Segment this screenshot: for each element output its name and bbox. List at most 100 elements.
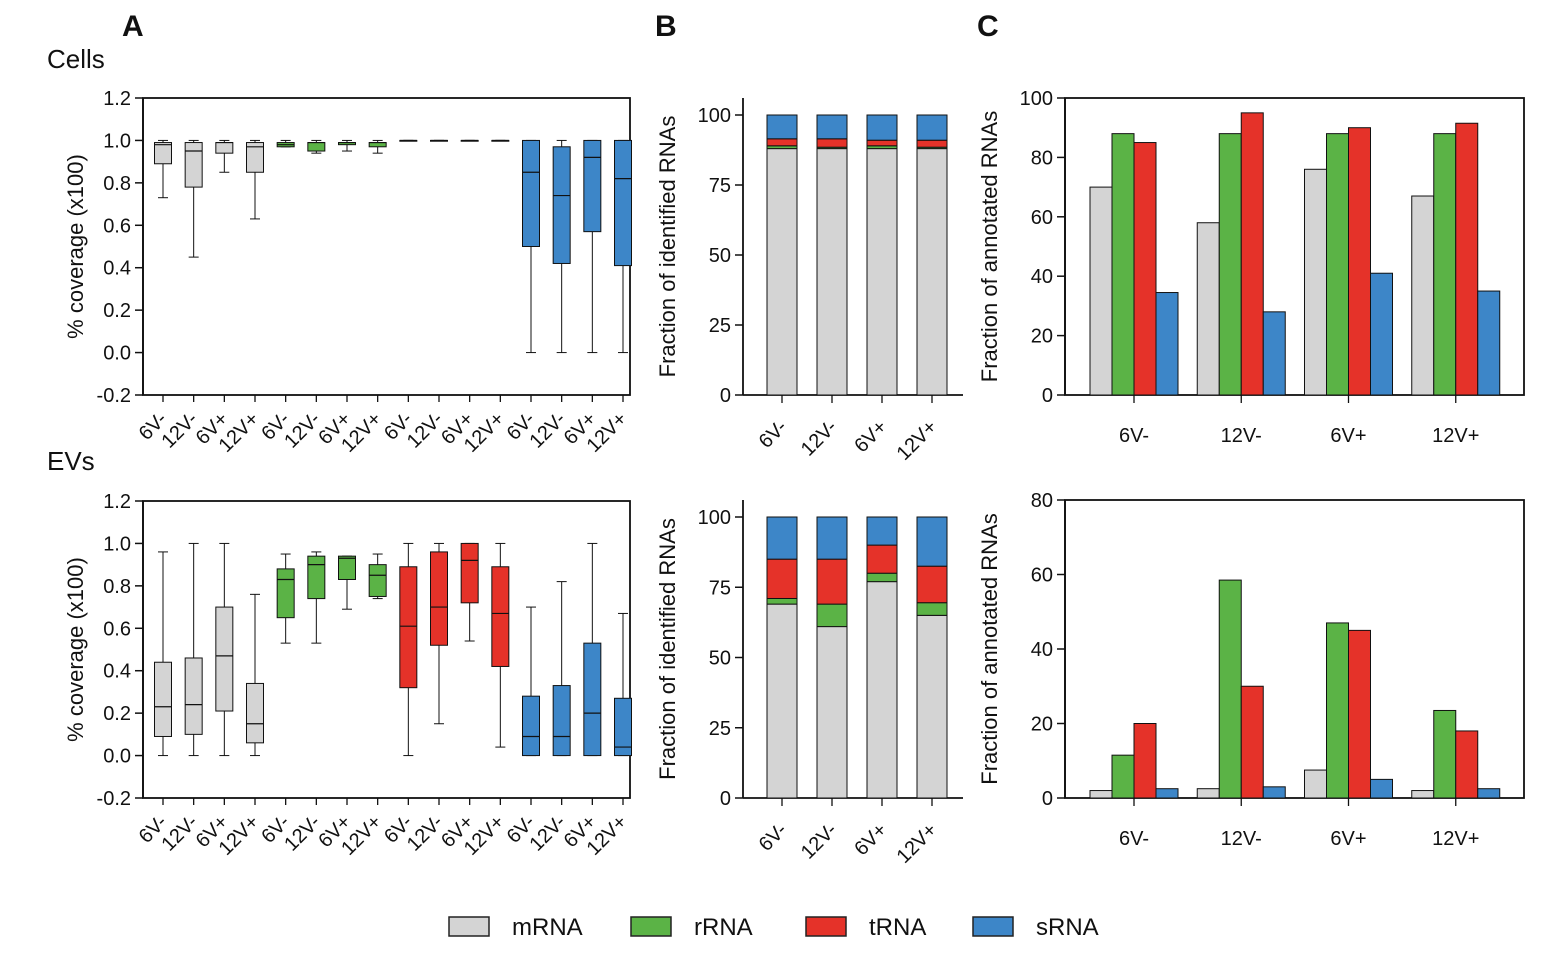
- panel-letter-c: C: [977, 10, 999, 43]
- c-evs-bar-srna-3: [1370, 778, 1393, 799]
- c-evs-y-tick-label: 40: [1031, 639, 1053, 661]
- a-cells-y-tick-label: 0.8: [103, 173, 131, 195]
- a-cells-iqr-box: [583, 139, 602, 233]
- a-evs-box-9: [399, 542, 418, 757]
- c-cells-bar-rrna-2: [1218, 133, 1242, 396]
- a-cells-box-3: [215, 139, 234, 173]
- a-evs-iqr-box: [276, 568, 295, 619]
- a-cells-iqr-box: [552, 146, 571, 264]
- legend: mRNA rRNA tRNA sRNA: [448, 914, 1099, 941]
- a-evs-box-2: [184, 542, 203, 757]
- b-cells-bar-srna-3: [866, 114, 898, 141]
- b-cells-bar-mrna-1: [766, 148, 798, 396]
- c-cells-x-tick-label: 6V+: [1330, 425, 1366, 447]
- c-cells-bar-srna-4: [1477, 290, 1501, 396]
- b-evs-bar-rrna-2: [816, 603, 848, 628]
- b-evs-bar-srna-4: [916, 516, 948, 567]
- b-evs-bar-trna-3: [866, 544, 898, 574]
- c-cells-bar-trna-4: [1455, 122, 1479, 396]
- c-evs-y-axis-title: Fraction of annotated RNAs: [977, 513, 1002, 784]
- a-evs-y-axis-title: % coverage (x100): [63, 557, 88, 742]
- c-evs-bar-srna-4: [1477, 788, 1501, 799]
- a-evs-y-tick-label: -0.2: [97, 788, 131, 810]
- c-evs-x-tick-label: 12V+: [1432, 828, 1479, 850]
- c-evs-bar-rrna-2: [1218, 579, 1242, 799]
- b-cells-x-tick-label: 6V-: [755, 416, 792, 453]
- a-evs-box-1: [154, 551, 172, 757]
- a-cells-box-16: [614, 139, 632, 354]
- b-cells-y-tick-label: 50: [709, 245, 731, 267]
- legend-label-rrna: rRNA: [694, 914, 753, 941]
- a-cells-y-tick-label: 0.4: [103, 258, 131, 280]
- a-evs-iqr-box: [583, 642, 602, 757]
- b-cells-bar-mrna-3: [866, 148, 898, 396]
- a-evs-box-8: [368, 553, 387, 600]
- b-cells-bar-srna-2: [816, 114, 848, 140]
- b-cells-bar-trna-1: [766, 138, 798, 147]
- chart-c-evs: 0 20 40 60 80 Fraction of annotated RNAs 6V- 12…: [977, 490, 1525, 850]
- c-evs-bar-mrna-3: [1304, 769, 1327, 799]
- b-cells-bar-trna-3: [866, 139, 898, 147]
- c-cells-bar-rrna-4: [1433, 133, 1457, 396]
- a-evs-iqr-box: [614, 697, 632, 757]
- a-cells-box-11: [460, 139, 479, 142]
- a-evs-iqr-box: [307, 555, 326, 600]
- legend-swatch-mrna: [448, 916, 490, 937]
- a-cells-box-2: [184, 139, 203, 258]
- a-cells-y-tick-label: 0.0: [103, 343, 131, 365]
- c-cells-y-tick-label: 40: [1031, 266, 1053, 288]
- b-cells-y-axis-title: Fraction of identified RNAs: [655, 116, 680, 378]
- a-cells-iqr-box: [522, 139, 540, 247]
- c-evs-bar-rrna-3: [1326, 622, 1349, 799]
- a-evs-box-12: [491, 542, 510, 748]
- b-evs-bar-mrna-2: [816, 626, 848, 799]
- b-evs-x-tick-label: 6V+: [850, 819, 891, 860]
- b-evs-y-tick-label: 50: [709, 648, 731, 670]
- a-evs-box-4: [246, 593, 264, 757]
- c-evs-y-tick-label: 80: [1031, 490, 1053, 512]
- a-evs-y-tick-label: 0.2: [103, 703, 131, 725]
- c-cells-bar-mrna-2: [1196, 222, 1220, 396]
- a-cells-box-10: [430, 139, 448, 142]
- b-cells-x-tick-label: 6V+: [850, 416, 891, 457]
- b-evs-bar-mrna-3: [866, 581, 898, 799]
- c-evs-bar-rrna-4: [1433, 709, 1457, 799]
- a-cells-y-tick-label: 1.0: [103, 130, 131, 152]
- legend-swatch-trna: [805, 916, 847, 937]
- b-evs-bar-rrna-3: [866, 572, 898, 583]
- c-cells-y-axis-title: Fraction of annotated RNAs: [977, 111, 1002, 382]
- c-cells-bar-rrna-3: [1326, 133, 1349, 396]
- b-cells-bar-mrna-2: [816, 148, 848, 396]
- b-cells-bar-trna-2: [816, 138, 848, 148]
- b-evs-bar-trna-1: [766, 558, 798, 599]
- b-evs-x-tick-label: 12V-: [797, 819, 842, 864]
- b-evs-y-tick-label: 100: [698, 507, 731, 529]
- b-evs-bar-mrna-4: [916, 614, 948, 799]
- c-cells-bar-trna-1: [1133, 142, 1157, 396]
- b-evs-y-tick-label: 75: [709, 577, 731, 599]
- a-evs-box-11: [460, 542, 479, 642]
- a-cells-box-14: [552, 139, 571, 354]
- a-evs-box-10: [430, 542, 448, 725]
- a-evs-y-tick-label: 0.0: [103, 746, 131, 768]
- a-cells-box-6: [307, 139, 326, 154]
- c-cells-bar-trna-3: [1348, 127, 1371, 396]
- a-cells-box-4: [246, 139, 264, 220]
- a-evs-iqr-box: [154, 661, 172, 737]
- legend-label-mrna: mRNA: [512, 914, 583, 941]
- legend-swatch-srna: [972, 916, 1014, 937]
- a-evs-iqr-box: [399, 566, 418, 689]
- a-evs-iqr-box: [368, 564, 387, 597]
- c-evs-bar-trna-1: [1133, 723, 1157, 799]
- b-evs-bar-srna-1: [766, 516, 798, 560]
- a-cells-iqr-box: [184, 142, 203, 188]
- c-cells-x-tick-label: 12V+: [1432, 425, 1479, 447]
- a-cells-y-tick-label: 0.2: [103, 300, 131, 322]
- b-evs-bar-srna-3: [866, 516, 898, 546]
- b-cells-bar-trna-4: [916, 139, 948, 148]
- a-cells-box-12: [491, 139, 510, 142]
- chart-a-evs: -0.2 0.0 0.2 0.4 0.6 0.8 1.0 1.2 % coverage (x10…: [63, 491, 632, 860]
- a-evs-box-13: [522, 606, 540, 757]
- legend-label-srna: sRNA: [1036, 914, 1099, 941]
